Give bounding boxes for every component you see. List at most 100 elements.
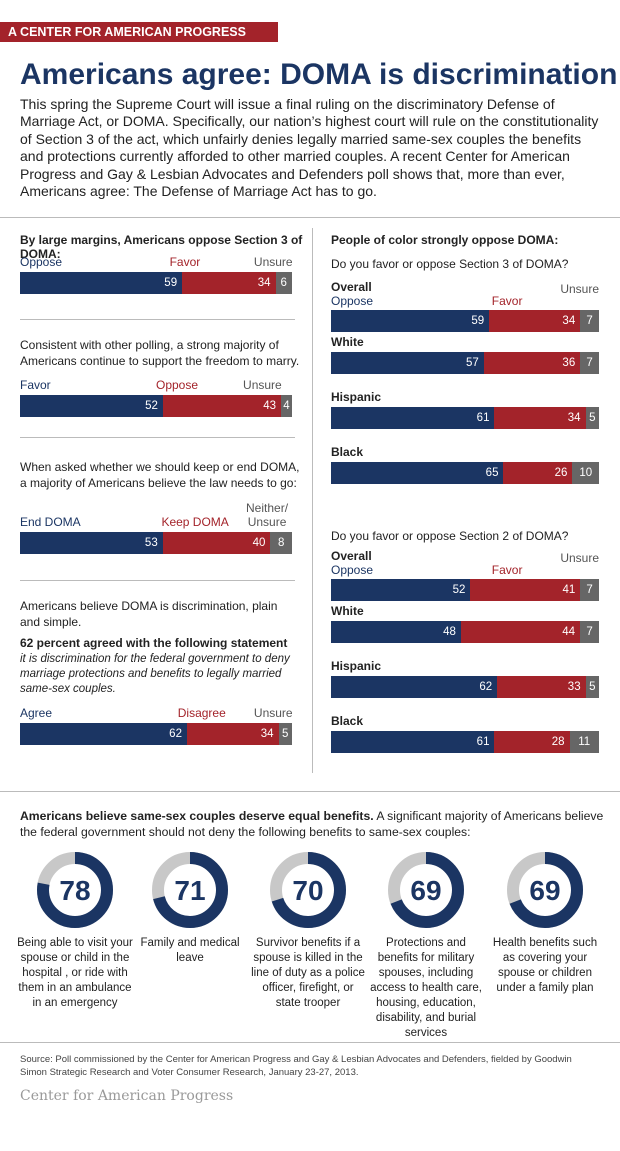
bar-segment: 57 [331,352,484,374]
divider [0,791,620,792]
legend-label: Unsure [243,378,282,392]
benefits-heading: Americans believe same-sex couples deser… [20,809,605,840]
bar-segment: 26 [503,462,573,484]
benefit-item: 69 Health benefits such as covering your … [487,850,603,1035]
stacked-bar: 65 26 10 [331,462,599,484]
bar-segment: 52 [331,579,471,601]
marriage-text: Consistent with other polling, a strong … [20,338,300,368]
bar-segment: 62 [20,723,187,745]
bar-segment: 4 [281,395,292,417]
donut-caption: Being able to visit your spouse or child… [17,937,133,1009]
benefit-item: 70 Survivor benefits if a spouse is kille… [250,850,366,1035]
donut-slice [388,852,464,928]
group-row: White 48 44 7 [331,604,599,659]
legend-label: Unsure [560,282,599,296]
bar-segment: 43 [162,395,281,417]
bar-segment: 5 [278,723,292,745]
bar-segment: 34 [182,272,276,294]
bar-segment: 34 [494,407,586,429]
column-divider [312,228,313,773]
donut-slice [152,852,228,928]
stacked-bar: 59 34 7 [331,310,599,332]
group-row: Hispanic 62 33 5 [331,659,599,714]
legend-label: Disagree [177,706,226,720]
people-of-color-heading: People of color strongly oppose DOMA: [331,233,559,247]
group-name: Black [331,714,364,728]
legend-label: Neither/ Unsure [246,501,289,529]
bar-segment: 44 [460,621,581,643]
source-note: Source: Poll commissioned by the Center … [20,1054,572,1078]
benefits-heading-rest: A significant majority of Americans beli… [20,809,604,839]
donut-value: 70 [292,875,323,906]
bar-segment: 33 [497,676,586,698]
group-name: Black [331,445,364,459]
legend-label: Oppose [331,563,374,577]
donut-caption: Family and medical leave [140,937,240,964]
divider [20,580,295,581]
bar-segment: 8 [270,532,292,554]
bar-segment: 48 [331,621,461,643]
bar-segment: 7 [580,579,599,601]
bar-segment: 41 [470,579,581,601]
bar-segment: 61 [331,731,495,753]
bar-segment: 34 [186,723,279,745]
bar-segment: 6 [275,272,292,294]
discrimination-text: Americans believe DOMA is discrimination… [20,599,278,629]
group-name: White [331,604,364,618]
s2-question: Do you favor or oppose Section 2 of DOMA… [331,529,569,543]
keep-end-text: When asked whether we should keep or end… [20,460,300,490]
donut-value: 69 [410,875,441,906]
donut-chart: 78 [37,852,113,928]
group-name: Hispanic [331,659,382,673]
bar-segment: 59 [20,272,183,294]
donut-chart: 71 [152,852,228,928]
stacked-bar: 57 36 7 [331,352,599,374]
legend-label: Unsure [560,551,599,565]
donut-chart: 69 [507,852,583,928]
statement-intro: 62 percent agreed with the following sta… [20,636,288,650]
s3-question: Do you favor or oppose Section 3 of DOMA… [331,257,569,271]
stacked-bar: 53 40 8 [20,532,292,554]
donut-slice [270,852,346,928]
chart-section3: Oppose Favor Unsure 59 34 6 [20,255,293,295]
intro-paragraph: This spring the Supreme Court will issue… [20,96,599,200]
legend-label: Favor [491,563,523,577]
bar-segment: 61 [331,407,495,429]
group-row: White 57 36 7 [331,335,599,390]
legend-label: Oppose [20,255,63,269]
bar-segment: 53 [20,532,163,554]
bar-segment: 59 [331,310,490,332]
group-row: Overall Oppose Favor Unsure 52 41 7 [331,549,599,604]
bar-segment: 5 [585,407,599,429]
donut-caption: Protections and benefits for military sp… [370,937,482,1039]
chart-s2-groups: Overall Oppose Favor Unsure 52 41 7 White 48 44 7 H… [331,549,599,769]
donut-chart: 69 [388,852,464,928]
donut-value: 71 [174,875,205,906]
group-name: Overall [331,280,372,294]
group-row: Overall Oppose Favor Unsure 59 34 7 [331,280,599,335]
group-name: Hispanic [331,390,382,404]
bar-segment: 7 [580,310,599,332]
section3-heading: By large margins, Americans oppose Secti… [20,233,303,261]
benefits-donuts: 78 Being able to visit your spouse or chi… [0,850,620,1039]
group-name: White [331,335,364,349]
donut-value: 78 [59,875,90,906]
stacked-bar: 52 41 7 [331,579,599,601]
stacked-bar: 62 33 5 [331,676,599,698]
divider [20,437,295,438]
donut-slice [37,852,113,928]
bar-segment: 28 [494,731,570,753]
legend-label: Favor [169,255,201,269]
bar-segment: 34 [489,310,581,332]
bar-segment: 36 [483,352,581,374]
benefits-heading-bold: Americans believe same-sex couples deser… [20,809,374,823]
legend-label: Oppose [331,294,374,308]
statement-quote: it is discrimination for the federal gov… [20,653,290,695]
banner: A CENTER FOR AMERICAN PROGRESS GRAPHIC [0,22,278,59]
stacked-bar: 61 34 5 [331,407,599,429]
stacked-bar: 52 43 4 [20,395,292,417]
divider [0,217,620,218]
chart-marriage: Favor Oppose Unsure 52 43 4 [20,378,292,418]
stacked-bar: 59 34 6 [20,272,292,294]
group-row: Black 65 26 10 [331,445,599,500]
